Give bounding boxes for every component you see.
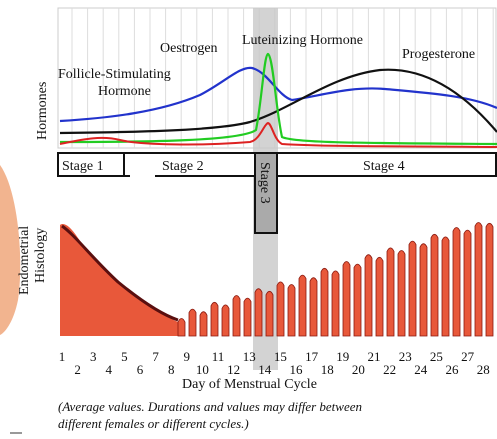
gland [254,288,263,337]
endometrium [60,222,494,337]
gland [265,290,274,337]
gland [331,270,340,337]
stage-label: Stage 1 [62,159,104,174]
gland [177,318,186,337]
gland [474,222,483,337]
stage-label: Stage 2 [162,159,204,174]
gland [353,263,362,337]
day-label: 26 [446,362,460,377]
caption: (Average values. Durations and values ma… [58,399,362,414]
fsh-label: Follicle-Stimulating [58,67,171,82]
day-label: 11 [212,349,225,364]
gland [452,227,461,337]
day-label: 28 [477,362,490,377]
day-label: 17 [305,349,319,364]
day-label: 8 [168,362,175,377]
day-label: 16 [290,362,304,377]
gland [441,236,450,337]
day-label: 3 [90,349,97,364]
gland [397,250,406,337]
day-label: 6 [137,362,144,377]
gland [199,311,208,337]
gland [276,281,285,337]
gland [386,247,395,337]
oestrogen-label: Oestrogen [160,41,218,56]
gland [309,277,318,337]
progesterone-curve [59,68,497,135]
day-label: 1 [59,349,66,364]
day-label: 2 [74,362,81,377]
gland [419,243,428,337]
fsh-curve [59,121,497,148]
gland [463,229,472,337]
day-label: 4 [106,362,113,377]
day-label: 24 [414,362,428,377]
y-label: Histology [33,228,48,283]
x-label: Day of Menstrual Cycle [182,377,317,392]
gland [430,233,439,337]
gland [485,222,494,337]
gland [408,240,417,337]
y-label: Hormones [35,82,50,140]
day-label: 5 [121,349,128,364]
stage-label: Stage 3 [257,162,272,204]
gland [232,295,241,337]
day-label: 20 [352,362,365,377]
y-label: Endometrial [17,226,32,295]
day-label: 14 [258,362,272,377]
gland [375,256,384,337]
day-label: 21 [368,349,381,364]
progesterone-label: Progesterone [402,47,475,62]
lh-curve [59,52,497,146]
day-label: 10 [196,362,209,377]
day-label: 12 [227,362,240,377]
stage-label: Stage 4 [363,159,405,174]
gland [210,301,219,337]
day-label: 13 [243,349,256,364]
day-label: 27 [461,349,475,364]
fsh-label: Hormone [98,84,151,99]
day-label: 22 [383,362,396,377]
tissue-edge [61,224,179,322]
tissue [60,224,178,336]
day-label: 7 [152,349,159,364]
day-label: 19 [336,349,349,364]
gland [243,297,252,337]
gland [320,267,329,337]
day-labels: 1234567891011121314151617181920212223242… [59,349,490,377]
decor [0,165,21,335]
stage-3-box [254,152,278,234]
gland [287,284,296,337]
day-label: 15 [274,349,287,364]
gland [364,254,373,337]
day-label: 9 [184,349,191,364]
caption: different females or different cycles.) [58,416,249,431]
gland [342,261,351,337]
gland [298,274,307,337]
gland [221,304,230,337]
day-label: 18 [321,362,334,377]
day-label: 25 [430,349,443,364]
gland [188,308,197,337]
lh-label: Luteinizing Hormone [242,33,363,48]
day-label: 23 [399,349,412,364]
